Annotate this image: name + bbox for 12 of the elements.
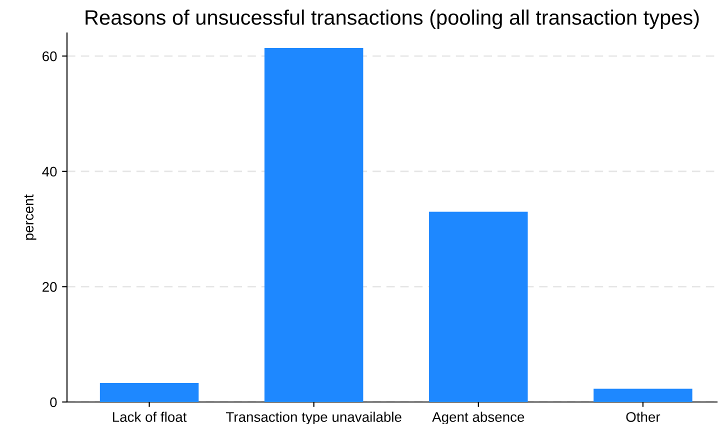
x-tick-label: Lack of float (112, 412, 187, 422)
y-tick-label: 20 (42, 282, 57, 292)
x-tick-label: Other (626, 412, 660, 422)
bar (429, 212, 528, 402)
y-tick-label: 0 (50, 397, 57, 408)
chart-title: Reasons of unsucessful transactions (pooling all transaction types) (86, 10, 699, 29)
y-axis-title: percent (24, 194, 36, 240)
bar (264, 48, 364, 402)
bar (100, 382, 199, 402)
y-tick-label: 40 (42, 166, 57, 177)
bar (594, 388, 692, 402)
y-tick-label: 60 (42, 51, 57, 62)
